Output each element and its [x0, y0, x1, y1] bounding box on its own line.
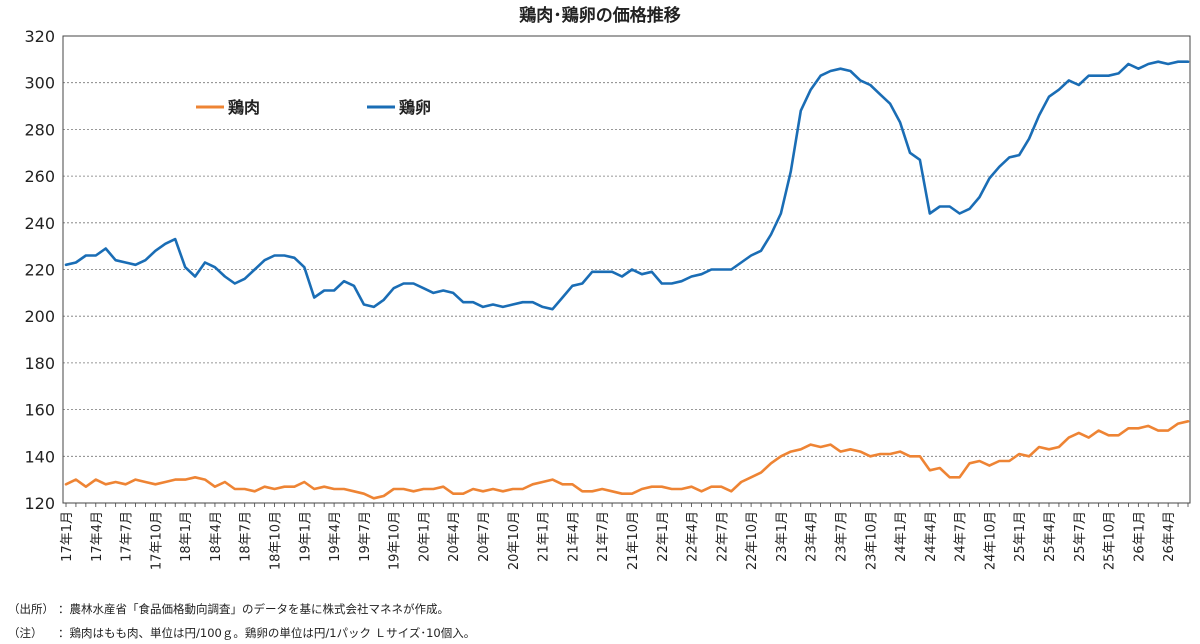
x-tick-label: 23年4月 — [805, 511, 820, 562]
x-tick-label: 25年4月 — [1043, 511, 1058, 562]
y-tick-label: 220 — [24, 261, 55, 280]
x-tick-label: 26年1月 — [1132, 511, 1147, 562]
footnote-text: ：鶏肉はもも肉、単位は円/100ｇ。鶏卵の単位は円/1パック Ｌサイズ･10個入… — [58, 626, 476, 640]
chart-title: 鶏肉･鶏卵の価格推移 — [519, 5, 681, 26]
y-tick-label: 180 — [24, 354, 55, 373]
x-tick-label: 19年4月 — [328, 511, 343, 562]
y-tick-label: 200 — [24, 307, 55, 326]
legend-label: 鶏卵 — [399, 98, 431, 117]
source-note-label: （出所） — [8, 602, 54, 616]
y-tick-label: 280 — [24, 120, 55, 139]
x-tick-label: 19年10月 — [388, 511, 403, 570]
x-tick-label: 20年10月 — [507, 511, 522, 570]
x-tick-label: 20年4月 — [447, 511, 462, 562]
y-tick-label: 120 — [24, 494, 55, 513]
x-tick-label: 17年7月 — [120, 511, 135, 562]
x-tick-label: 23年7月 — [834, 511, 849, 562]
legend-item-egg: 鶏卵 — [367, 98, 431, 117]
x-axis-ticks: 17年1月 17年4月 17年7月 17年10月 18年1月 18年4月 18年7月 18年1… — [60, 511, 1177, 570]
x-tick-label: 18年4月 — [209, 511, 224, 562]
x-tick-label: 18年1月 — [179, 511, 194, 562]
x-tick-label: 22年1月 — [656, 511, 671, 562]
y-tick-label: 300 — [24, 74, 55, 93]
series-lines — [64, 60, 1190, 500]
series-line-chicken — [64, 419, 1190, 500]
x-tick-label: 24年1月 — [894, 511, 909, 562]
x-tick-label: 19年7月 — [358, 511, 373, 562]
x-tick-label: 25年1月 — [1013, 511, 1028, 562]
x-tick-label: 25年7月 — [1073, 511, 1088, 562]
x-tick-label: 18年10月 — [269, 511, 284, 570]
y-tick-label: 260 — [24, 167, 55, 186]
grid-lines — [63, 82, 1190, 457]
plot-frame — [62, 35, 1191, 504]
x-tick-label: 24年4月 — [924, 511, 939, 562]
axes — [62, 35, 1191, 507]
x-tick-label: 24年7月 — [954, 511, 969, 562]
x-tick-label: 24年10月 — [983, 511, 998, 570]
footnote: （注） ：鶏肉はもも肉、単位は円/100ｇ。鶏卵の単位は円/1パック Ｌサイズ･1… — [8, 625, 475, 641]
x-tick-label: 23年1月 — [775, 511, 790, 562]
y-axis-ticks: 120 140 160 180 200 220 240 260 280 300 320 — [24, 27, 55, 513]
y-tick-label: 160 — [24, 401, 55, 420]
x-tick-label: 17年4月 — [90, 511, 105, 562]
x-tick-label: 21年4月 — [566, 511, 581, 562]
x-tick-label: 20年7月 — [477, 511, 492, 562]
x-tick-label: 21年1月 — [537, 511, 552, 562]
x-tick-label: 25年10月 — [1103, 511, 1118, 570]
x-tick-label: 23年10月 — [864, 511, 879, 570]
x-tick-label: 19年1月 — [298, 511, 313, 562]
x-tick-label: 21年7月 — [596, 511, 611, 562]
series-line-egg — [64, 60, 1190, 311]
source-note: （出所） ：農林水産省「食品価格動向調査」のデータを基に株式会社マネネが作成。 — [8, 601, 449, 617]
x-tick-label: 26年4月 — [1162, 511, 1177, 562]
y-tick-label: 140 — [24, 447, 55, 466]
x-tick-label: 22年4月 — [686, 511, 701, 562]
x-tick-label: 18年7月 — [239, 511, 254, 562]
x-tick-label: 22年7月 — [715, 511, 730, 562]
legend-label: 鶏肉 — [228, 98, 260, 117]
x-tick-label: 17年10月 — [149, 511, 164, 570]
y-tick-label: 320 — [24, 27, 55, 46]
y-tick-label: 240 — [24, 214, 55, 233]
x-tick-label: 17年1月 — [60, 511, 75, 562]
legend-item-chicken: 鶏肉 — [196, 98, 260, 117]
source-note-text: ：農林水産省「食品価格動向調査」のデータを基に株式会社マネネが作成。 — [58, 602, 449, 616]
x-tick-label: 20年1月 — [417, 511, 432, 562]
x-tick-label: 22年10月 — [745, 511, 760, 570]
legend: 鶏肉 鶏卵 — [196, 98, 431, 117]
footnote-label: （注） — [8, 626, 43, 640]
x-tick-label: 21年10月 — [626, 511, 641, 570]
